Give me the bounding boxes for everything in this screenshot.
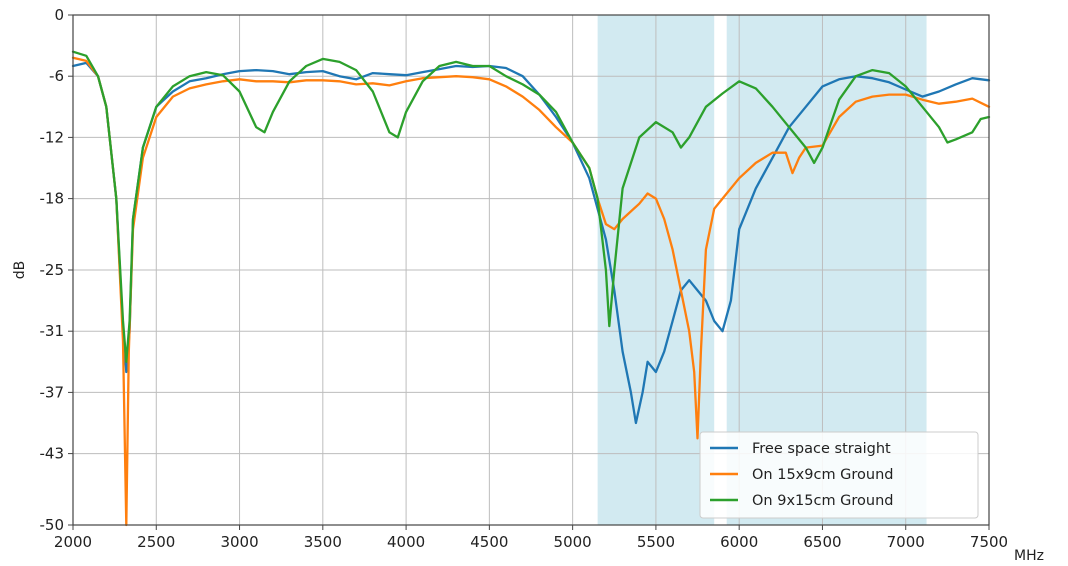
legend-box bbox=[699, 431, 979, 519]
y-tick-label: -43 bbox=[40, 445, 65, 463]
y-tick-label: -31 bbox=[40, 322, 65, 340]
legend-label-2: On 15x9cm Ground bbox=[752, 467, 894, 483]
series-line-1 bbox=[71, 61, 991, 425]
y-axis-label: dB bbox=[12, 261, 28, 280]
y-tick-label: -6 bbox=[49, 67, 64, 85]
x-tick-label: 6500 bbox=[803, 533, 841, 551]
x-tick-label: 4000 bbox=[387, 533, 425, 551]
legend-label-1: Free space straight bbox=[752, 441, 891, 457]
series-line-3 bbox=[71, 50, 991, 363]
plot-frame bbox=[72, 14, 990, 526]
y-tick-label: -25 bbox=[40, 261, 65, 279]
x-tick-label: 3000 bbox=[220, 533, 258, 551]
x-tick-label: 6000 bbox=[720, 533, 758, 551]
y-tick-label: -50 bbox=[40, 516, 65, 534]
x-tick-label: 5000 bbox=[554, 533, 592, 551]
legend-label-3: On 9x15cm Ground bbox=[752, 493, 894, 509]
series-lines bbox=[71, 50, 991, 527]
legend: Free space straight On 15x9cm Ground On 9x… bbox=[699, 431, 979, 519]
y-tick-label: -12 bbox=[40, 128, 65, 146]
x-axis-label: MHz bbox=[1014, 548, 1044, 564]
x-tick-label: 7000 bbox=[887, 533, 925, 551]
x-tick-label: 3500 bbox=[304, 533, 342, 551]
x-tick-label: 2000 bbox=[54, 533, 92, 551]
y-tick-label: -18 bbox=[40, 190, 65, 208]
y-tick-labels: 0 -6 -12 -18 -25 -31 -37 -43 -50 bbox=[40, 6, 65, 534]
x-tick-label: 7500 bbox=[970, 533, 1008, 551]
x-tick-label: 2500 bbox=[137, 533, 175, 551]
x-tick-label: 4500 bbox=[470, 533, 508, 551]
x-tick-label: 5500 bbox=[637, 533, 675, 551]
y-tick-label: 0 bbox=[54, 6, 64, 24]
x-tick-labels: 2000 2500 3000 3500 4000 4500 5000 5500 6000 6500… bbox=[54, 533, 1008, 551]
y-tick-label: -37 bbox=[40, 383, 65, 401]
